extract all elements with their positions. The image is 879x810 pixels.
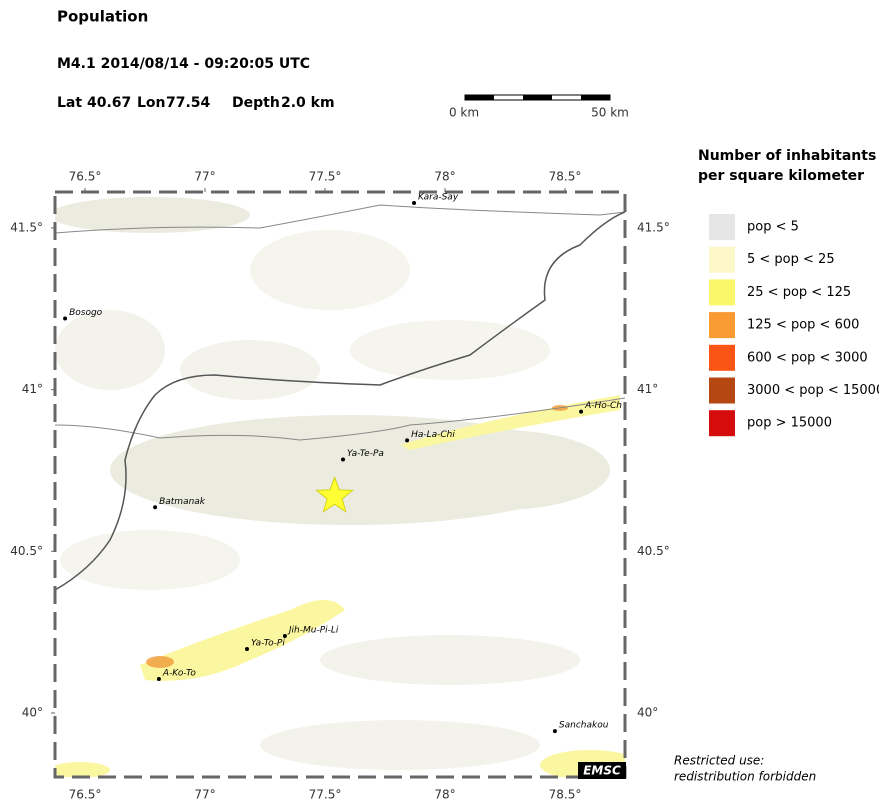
legend-label: 3000 < pop < 15000 bbox=[747, 383, 879, 398]
legend-label: pop < 5 bbox=[747, 220, 799, 235]
lat-tick-label: 40° bbox=[22, 705, 43, 719]
lon-tick-label: 77.5° bbox=[309, 788, 342, 802]
city-label: A-Ko-To bbox=[162, 669, 196, 679]
city-label: Kara-Say bbox=[418, 192, 459, 202]
lat-tick-label: 41° bbox=[637, 382, 658, 396]
city-dot bbox=[153, 505, 158, 510]
scale-label: 0 km bbox=[449, 106, 479, 120]
legend-swatch bbox=[709, 410, 735, 437]
legend-title: per square kilometer bbox=[698, 168, 864, 184]
lat-tick-label: 41° bbox=[22, 382, 43, 396]
legend-label: 25 < pop < 125 bbox=[747, 285, 851, 300]
lat-value: 40.67 bbox=[87, 95, 131, 111]
city-label: Bosogo bbox=[69, 308, 103, 318]
city-label: Sanchakou bbox=[559, 721, 609, 731]
legend: pop < 5 5 < pop < 25 25 < pop < 125 125 < p… bbox=[709, 214, 879, 437]
legend-label: pop > 15000 bbox=[747, 416, 832, 431]
legend-swatch bbox=[709, 246, 735, 273]
lon-tick-label: 78.5° bbox=[549, 170, 582, 184]
logo-box bbox=[578, 762, 626, 779]
lon-tick-label: 78.5° bbox=[549, 788, 582, 802]
lon-tick-label: 76.5° bbox=[69, 788, 102, 802]
city-dot bbox=[552, 729, 557, 734]
city-label: Batmanak bbox=[159, 497, 206, 507]
lon-tick-label: 76.5° bbox=[69, 170, 102, 184]
footer-note: Restricted use: bbox=[674, 754, 764, 768]
city-dot bbox=[282, 634, 287, 639]
lon-tick-label: 77.5° bbox=[309, 170, 342, 184]
title: Population bbox=[57, 8, 148, 26]
legend-label: 600 < pop < 3000 bbox=[747, 350, 868, 365]
lat-tick-label: 41.5° bbox=[10, 220, 43, 234]
city-label: Ha-La-Chi bbox=[411, 430, 455, 440]
map-area bbox=[55, 192, 625, 777]
city-dot bbox=[412, 200, 417, 205]
legend-swatch bbox=[709, 279, 735, 306]
city-dot bbox=[405, 438, 410, 443]
city-dot bbox=[63, 316, 68, 321]
city-label: Ya-Te-Pa bbox=[347, 449, 384, 459]
legend-swatch bbox=[709, 214, 735, 240]
map-frame bbox=[53, 190, 627, 779]
lon-tick-label: 78° bbox=[434, 788, 455, 802]
city-dot bbox=[245, 646, 249, 651]
lat-tick-label: 40° bbox=[637, 705, 658, 719]
lon-tick-label: 77° bbox=[194, 788, 215, 802]
lon-value: 77.54 bbox=[166, 95, 211, 111]
city-dot bbox=[156, 677, 161, 682]
depth-value: 2.0 km bbox=[281, 95, 335, 111]
scale-label: 50 km bbox=[591, 106, 629, 120]
city-label: Jih-Mu-Pi-Li bbox=[287, 626, 339, 636]
event-line: M4.1 2014/08/14 - 09:20:05 UTC bbox=[57, 56, 310, 72]
scale-bar: 0 km 50 km bbox=[449, 94, 629, 120]
lat-tick-label: 40.5° bbox=[637, 544, 670, 558]
lat-tick-label: 40.5° bbox=[10, 544, 43, 558]
city-dot bbox=[579, 409, 584, 414]
logo: EMSC bbox=[583, 764, 621, 778]
footer-note: redistribution forbidden bbox=[674, 770, 816, 784]
city-dot bbox=[341, 457, 345, 462]
lat-label: Lat bbox=[57, 95, 82, 111]
lat-tick-label: 41.5° bbox=[637, 220, 670, 234]
legend-swatch bbox=[709, 312, 735, 339]
lon-tick-label: 77° bbox=[194, 170, 215, 184]
legend-title: Number of inhabitants bbox=[698, 148, 876, 164]
legend-swatch bbox=[709, 377, 735, 404]
epicenter-star bbox=[315, 476, 354, 513]
lon-tick-label: 78° bbox=[434, 170, 455, 184]
map-overlay: 76.5° 76.5° 77° 77° 77.5° 77.5° 78° 78° 78.5° 78.… bbox=[10, 170, 669, 802]
legend-label: 5 < pop < 25 bbox=[747, 252, 835, 267]
lon-label: Lon bbox=[137, 95, 166, 111]
city-label: A-Ho-Ch bbox=[584, 401, 622, 411]
depth-label: Depth bbox=[232, 95, 280, 111]
legend-swatch bbox=[709, 344, 735, 371]
city-label: Ya-To-Pi bbox=[251, 638, 285, 648]
legend-label: 125 < pop < 600 bbox=[747, 318, 859, 333]
